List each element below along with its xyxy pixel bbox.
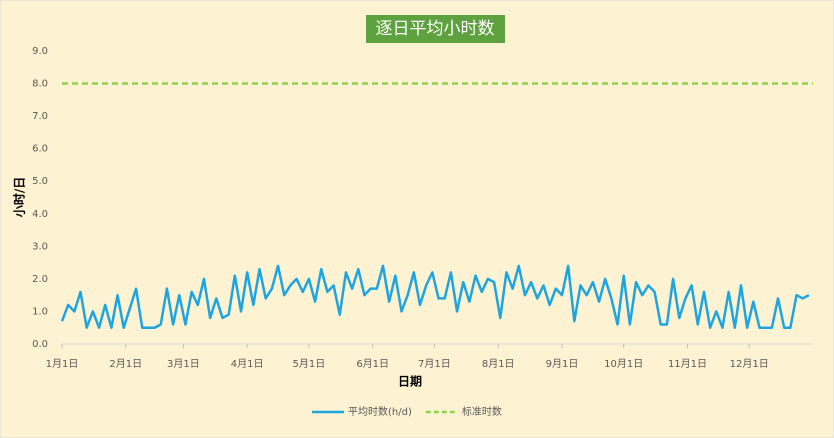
y-tick-label: 3.0 (32, 241, 48, 252)
x-tick-label: 7月1日 (418, 358, 451, 370)
y-tick-label: 2.0 (32, 274, 48, 285)
y-tick-label: 9.0 (32, 46, 48, 57)
x-axis-label: 日期 (398, 374, 422, 389)
title-background (366, 15, 505, 43)
x-tick-label: 10月1日 (604, 358, 643, 370)
x-tick-label: 6月1日 (356, 358, 389, 370)
chart-title: 逐日平均小时数 (376, 19, 495, 39)
x-tick-label: 1月1日 (46, 358, 79, 370)
x-tick-label: 2月1日 (109, 358, 142, 370)
y-tick-label: 8.0 (32, 79, 48, 90)
y-tick-label: 4.0 (32, 209, 48, 220)
x-tick-label: 5月1日 (293, 358, 326, 370)
data-line (60, 264, 810, 329)
x-tick-label: 9月1日 (546, 358, 579, 370)
y-tick-label: 0.0 (32, 339, 48, 350)
y-tick-label: 1.0 (32, 306, 48, 317)
x-tick-label: 12月1日 (730, 358, 769, 370)
y-tick-label: 7.0 (32, 111, 48, 122)
legend-label: 标准时数 (462, 405, 502, 418)
x-tick-label: 3月1日 (167, 358, 200, 370)
x-tick-label: 4月1日 (231, 358, 264, 370)
x-tick-label: 8月1日 (482, 358, 515, 370)
y-tick-label: 5.0 (32, 176, 48, 187)
y-tick-label: 6.0 (32, 144, 48, 155)
y-axis-label: 小时/日 (12, 177, 27, 217)
x-tick-label: 11月1日 (668, 358, 707, 370)
legend-label: 平均时数(h/d) (348, 405, 412, 418)
